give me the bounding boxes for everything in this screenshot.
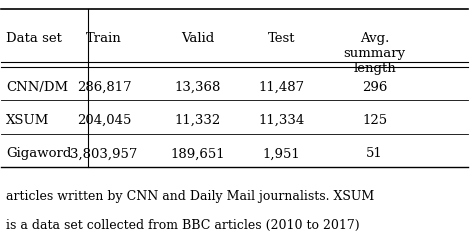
Text: 11,334: 11,334 (258, 114, 304, 127)
Text: XSUM: XSUM (6, 114, 49, 127)
Text: 11,487: 11,487 (258, 81, 304, 94)
Text: 286,817: 286,817 (77, 81, 131, 94)
Text: 1,951: 1,951 (263, 147, 300, 160)
Text: Valid: Valid (181, 32, 214, 45)
Text: Gigaword: Gigaword (6, 147, 72, 160)
Text: 11,332: 11,332 (174, 114, 220, 127)
Text: 13,368: 13,368 (174, 81, 220, 94)
Text: Avg.
summary
length: Avg. summary length (344, 32, 406, 75)
Text: 204,045: 204,045 (77, 114, 131, 127)
Text: Train: Train (86, 32, 122, 45)
Text: Test: Test (268, 32, 295, 45)
Text: CNN/DM: CNN/DM (6, 81, 68, 94)
Text: 51: 51 (366, 147, 383, 160)
Text: is a data set collected from BBC articles (2010 to 2017): is a data set collected from BBC article… (6, 219, 360, 232)
Text: articles written by CNN and Daily Mail journalists. XSUM: articles written by CNN and Daily Mail j… (6, 190, 374, 203)
Text: 125: 125 (362, 114, 387, 127)
Text: 189,651: 189,651 (170, 147, 225, 160)
Text: 3,803,957: 3,803,957 (70, 147, 138, 160)
Text: Data set: Data set (6, 32, 62, 45)
Text: 296: 296 (362, 81, 387, 94)
